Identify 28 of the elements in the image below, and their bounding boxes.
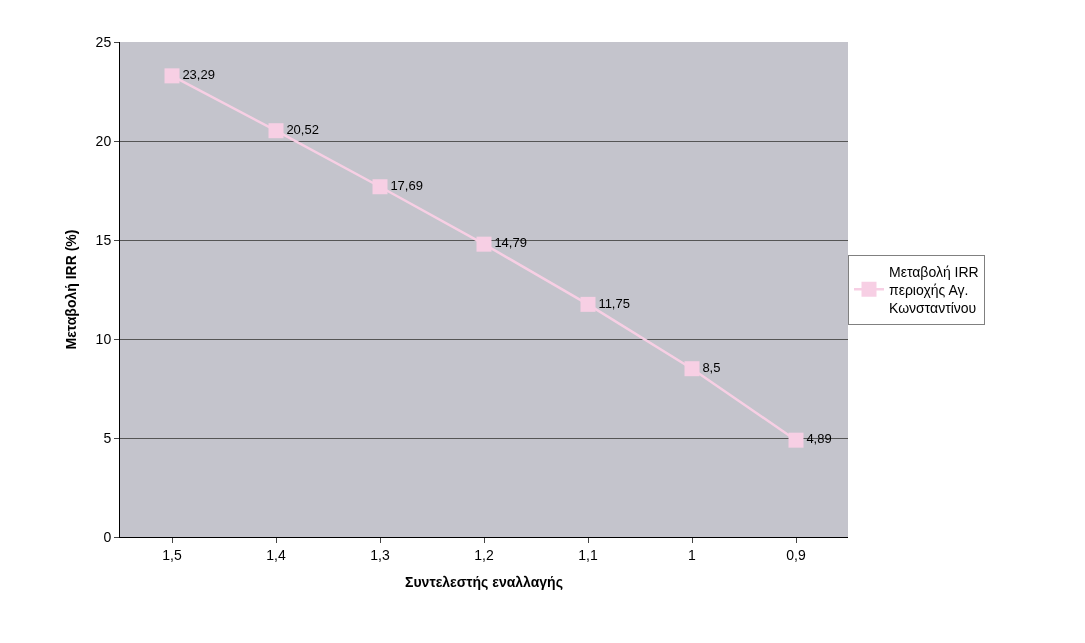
point xyxy=(164,68,180,84)
x-tick-label: 1,2 xyxy=(474,546,494,563)
point xyxy=(580,296,596,312)
data-label: 17,69 xyxy=(390,177,423,193)
x-tick-label: 1,4 xyxy=(266,546,286,563)
y-tick-label: 10 xyxy=(95,330,112,347)
point xyxy=(788,432,804,448)
x-tick-label: 1,1 xyxy=(578,546,598,563)
y-tick-label: 20 xyxy=(95,132,112,149)
point xyxy=(684,361,700,377)
data-label: 23,29 xyxy=(182,67,215,83)
x-tick-label: 1,3 xyxy=(370,546,390,563)
point xyxy=(476,236,492,252)
point xyxy=(268,123,284,139)
y-tick-label: 0 xyxy=(103,528,112,545)
x-tick-label: 1,5 xyxy=(162,546,182,563)
x-tick-label: 1 xyxy=(688,546,697,563)
point xyxy=(372,179,388,195)
data-label: 11,75 xyxy=(598,295,630,311)
data-label: 20,52 xyxy=(286,121,319,137)
y-tick-label: 25 xyxy=(95,33,112,50)
legend-label: Μεταβολή IRR περιοχής Αγ. Κωνσταντίνου xyxy=(889,263,979,316)
y-axis-title: Μεταβολή IRR (%) xyxy=(63,229,80,350)
y-tick-label: 5 xyxy=(103,429,112,446)
y-tick-label: 15 xyxy=(95,231,112,248)
data-label: 8,5 xyxy=(702,359,721,375)
x-tick-label: 0,9 xyxy=(786,546,806,563)
x-axis-title: Συντελεστής εναλλαγής xyxy=(405,574,563,591)
